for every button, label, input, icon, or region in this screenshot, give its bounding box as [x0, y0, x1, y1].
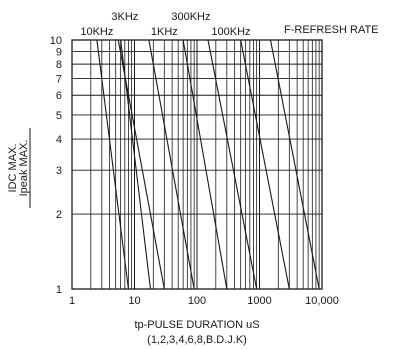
x-tick-label: 10 — [128, 295, 140, 307]
legend-title: F-REFRESH RATE — [284, 24, 379, 36]
y-axis-subtitle: IDC MAX. — [7, 144, 19, 193]
y-tick-label: 4 — [56, 134, 62, 146]
y-tick-label: 1 — [56, 284, 62, 296]
x-tick-label: 100 — [188, 295, 206, 307]
plot-frame — [71, 39, 323, 290]
series-curves — [96, 39, 320, 290]
frequency-label: 100KHz — [211, 26, 250, 38]
y-tick-label: 9 — [56, 46, 62, 58]
x-tick-label: 10,000 — [305, 295, 339, 307]
series-line — [240, 39, 290, 290]
y-axis-title: Ipeak MAX. — [18, 140, 30, 197]
series-line — [120, 39, 152, 290]
series-line — [207, 39, 258, 290]
x-tick-label: 1 — [69, 295, 75, 307]
frequency-label: 1KHz — [151, 26, 178, 38]
y-tick-label: 3 — [56, 165, 62, 177]
series-line — [182, 39, 228, 290]
frequency-label: 3KHz — [111, 11, 138, 23]
series-line — [269, 39, 320, 290]
y-tick-label: 5 — [56, 110, 62, 122]
x-tick-labels: 1 10 100 1000 10,000 — [69, 295, 339, 307]
y-tick-label: 7 — [56, 74, 62, 86]
x-minor-gridlines — [90, 40, 320, 289]
x-axis-title: tp-PULSE DURATION uS — [134, 319, 259, 331]
series-line — [148, 39, 195, 290]
x-tick-label: 1000 — [247, 295, 271, 307]
frequency-label: 300KHz — [171, 11, 210, 23]
y-gridlines — [72, 50, 322, 215]
frequency-label: 10KHz — [80, 26, 113, 38]
series-line — [96, 39, 129, 290]
x-axis-subtitle: (1,2,3,4,6,8,B.D.J.K) — [147, 334, 247, 346]
y-tick-label: 8 — [56, 59, 62, 71]
y-tick-label: 10 — [50, 35, 62, 47]
y-tick-label: 6 — [56, 90, 62, 102]
y-tick-label: 2 — [56, 209, 62, 221]
